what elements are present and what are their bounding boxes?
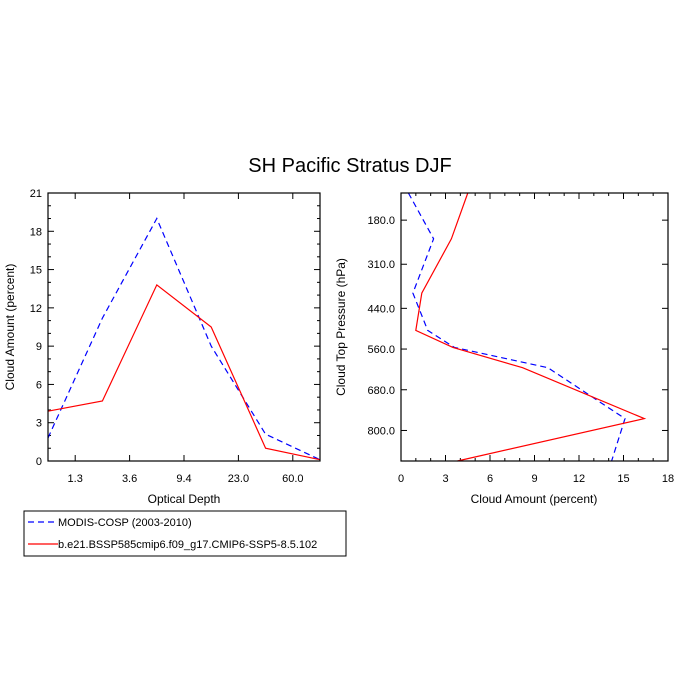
right-y-tick-label: 560.0 <box>367 344 395 356</box>
right-axis-ticks: 0 3 6 9 12 15 18 180.0 310.0 440.0 560.0 680.0 800.0 <box>367 193 674 485</box>
left-y-tick-label: 12 <box>30 303 42 315</box>
left-plot-frame <box>47 192 321 462</box>
left-x-tick-label: 9.4 <box>176 473 191 485</box>
legend-label-modis: MODIS-COSP (2003-2010) <box>58 517 192 529</box>
right-series-0 <box>407 192 626 462</box>
right-y-tick-label: 800.0 <box>367 425 395 437</box>
legend: MODIS-COSP (2003-2010) b.e21.BSSP585cmip… <box>23 510 347 557</box>
left-x-tick-label: 3.6 <box>122 473 137 485</box>
right-x-axis-label: Cloud Amount (percent) <box>471 492 598 506</box>
left-y-tick-label: 0 <box>36 456 42 468</box>
right-plot-frame <box>400 192 669 462</box>
right-x-tick-label: 9 <box>531 473 537 485</box>
left-x-tick-label: 1.3 <box>68 473 83 485</box>
left-x-tick-label: 60.0 <box>282 473 303 485</box>
right-x-tick-label: 18 <box>662 473 674 485</box>
left-x-tick-label: 23.0 <box>228 473 249 485</box>
right-x-tick-label: 6 <box>487 473 493 485</box>
right-y-tick-label: 310.0 <box>367 259 395 271</box>
left-y-tick-label: 21 <box>30 188 42 200</box>
left-y-tick-label: 15 <box>30 265 42 277</box>
right-x-tick-label: 3 <box>442 473 448 485</box>
right-x-tick-label: 12 <box>573 473 585 485</box>
left-y-tick-label: 18 <box>30 226 42 238</box>
optical-depth-panel: 0 3 6 9 12 15 18 21 1.3 3.6 9.4 23.0 60.0 Optical De… <box>3 188 321 506</box>
legend-box <box>23 510 347 557</box>
right-x-tick-label: 0 <box>398 473 404 485</box>
left-y-axis-label: Cloud Amount (percent) <box>3 264 17 391</box>
left-series-1 <box>47 283 321 461</box>
right-series-lines <box>407 192 647 462</box>
left-y-tick-label: 6 <box>36 379 42 391</box>
right-x-tick-label: 15 <box>617 473 629 485</box>
pressure-panel: 0 3 6 9 12 15 18 180.0 310.0 440.0 560.0 680.0 800.0… <box>334 192 674 506</box>
chart-title: SH Pacific Stratus DJF <box>248 155 451 177</box>
left-series-lines <box>47 217 321 461</box>
right-y-tick-label: 680.0 <box>367 385 395 397</box>
left-x-axis-label: Optical Depth <box>148 492 221 506</box>
right-y-tick-label: 440.0 <box>367 303 395 315</box>
left-series-0 <box>47 217 321 461</box>
right-series-1 <box>415 192 647 462</box>
right-y-axis-label: Cloud Top Pressure (hPa) <box>334 258 348 396</box>
left-y-tick-label: 9 <box>36 341 42 353</box>
left-axis-ticks: 0 3 6 9 12 15 18 21 1.3 3.6 9.4 23.0 60.0 <box>30 188 320 485</box>
legend-label-model: b.e21.BSSP585cmip6.f09_g17.CMIP6-SSP5-8.… <box>58 539 317 551</box>
right-y-tick-label: 180.0 <box>367 215 395 227</box>
left-y-tick-label: 3 <box>36 418 42 430</box>
